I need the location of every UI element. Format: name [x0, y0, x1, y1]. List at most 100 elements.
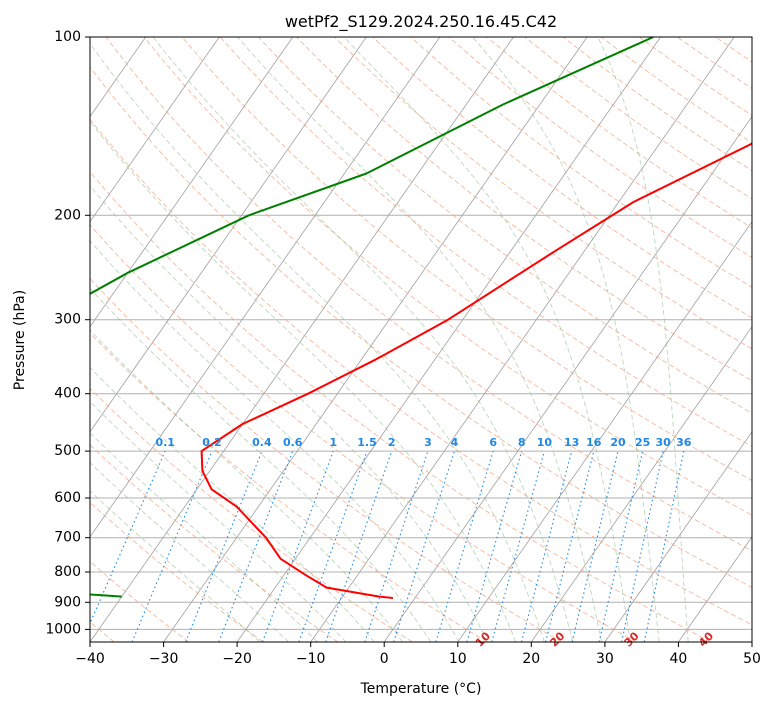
mixing-ratio-line [90, 450, 166, 625]
moist-adiabat-line [90, 185, 488, 642]
y-tick-label: 500 [54, 443, 81, 459]
isotherm-line [90, 37, 294, 328]
moist-adiabat-line [90, 120, 517, 642]
mixing-ratio-label: 20 [610, 436, 626, 449]
y-axis-label: Pressure (hPa) [12, 290, 28, 390]
dry-adiabat-line [219, 37, 752, 447]
mixing-ratio-label: 0.2 [202, 436, 222, 449]
x-tick-label: 0 [380, 651, 389, 667]
isotherm-line [604, 431, 752, 642]
x-tick-label: −20 [222, 651, 252, 667]
mixing-ratio-line [491, 450, 545, 642]
dry-adiabat-line [181, 37, 752, 481]
isotherm-line [383, 115, 752, 642]
background-lines [0, 37, 775, 642]
mixing-ratio-label: 30 [655, 436, 671, 449]
mixing-ratio-label: 10 [537, 436, 553, 449]
x-tick-label: 10 [449, 651, 467, 667]
moist-adiabat-line [90, 287, 432, 642]
y-tick-label: 200 [54, 207, 81, 223]
moist-adiabat-line [90, 240, 460, 642]
pressure-gridlines [90, 36, 752, 630]
moist-adiabat-line [472, 37, 660, 642]
y-axis-ticks: 100 200 300 400 500 600 700 800 900 1000 [45, 29, 90, 637]
moist-adiabat-line [343, 37, 631, 642]
dry-adiabat-label: 30 [622, 629, 642, 649]
dry-adiabat-line [486, 37, 752, 229]
dry-adiabat-line [90, 387, 413, 642]
mixing-ratio-label: 8 [518, 436, 526, 449]
dry-adiabat-line [410, 37, 752, 288]
x-tick-label: −40 [75, 651, 105, 667]
dry-adiabat-label: 40 [696, 629, 716, 649]
x-axis-label: Temperature (°C) [360, 681, 482, 697]
dry-adiabat-line [754, 37, 775, 642]
dry-adiabat-line [90, 560, 189, 642]
dry-adiabat-line [90, 332, 488, 642]
isotherm-line [0, 37, 72, 642]
mixing-ratio-label: 4 [451, 436, 459, 449]
mixing-ratio-label: 2 [388, 436, 396, 449]
dry-adiabat-line [90, 171, 712, 642]
moist-adiabat-line [90, 432, 318, 642]
mixing-ratio-label: 0.6 [283, 436, 303, 449]
chart-title: wetPf2_S129.2024.250.16.45.C42 [285, 12, 557, 32]
dry-adiabat-label: 10 [473, 629, 493, 649]
y-tick-label: 300 [54, 312, 81, 328]
dry-adiabat-line [448, 37, 752, 258]
mixing-ratio-line [598, 450, 644, 642]
isotherm-line [90, 37, 441, 538]
x-tick-label: 50 [743, 651, 761, 667]
dry-adiabat-line [257, 37, 752, 414]
dry-adiabat-line [90, 444, 339, 642]
y-tick-label: 600 [54, 490, 81, 506]
dry-adiabat-line [334, 37, 752, 350]
dry-adiabat-line [296, 37, 752, 382]
mixing-ratio-label: 13 [564, 436, 579, 449]
dry-adiabat-line [90, 277, 562, 642]
isotherm-line [310, 37, 735, 642]
isotherm-lines [0, 37, 752, 642]
moist-adiabat-line [90, 400, 347, 642]
mixing-ratio-line [621, 450, 664, 642]
mixing-ratio-label: 0.1 [155, 436, 175, 449]
mixing-ratio-label: 6 [489, 436, 497, 449]
mixing-ratio-line [393, 450, 455, 642]
mixing-ratio-line [218, 450, 294, 642]
dry-adiabat-line [600, 37, 752, 144]
dry-adiabat-line [639, 37, 752, 116]
mixing-ratio-label: 36 [676, 436, 692, 449]
moist-adiabat-line [90, 462, 290, 642]
isotherm-line [90, 37, 367, 433]
dry-adiabat-line [715, 37, 752, 63]
moist-adiabat-line [152, 37, 574, 642]
mixing-ratio-label: 0.4 [252, 436, 272, 449]
x-tick-label: −10 [296, 651, 326, 667]
mixing-ratio-label: 1 [329, 436, 337, 449]
mixing-ratio-line [520, 450, 573, 642]
moist-adiabat-line [90, 366, 375, 642]
moist-adiabat-line [237, 37, 603, 642]
x-tick-label: −30 [149, 651, 179, 667]
mixing-ratio-label: 3 [424, 436, 432, 449]
dry-adiabat-line [90, 118, 752, 626]
y-tick-label: 900 [54, 594, 81, 610]
y-tick-label: 100 [54, 29, 81, 45]
mixing-ratio-label: 25 [635, 436, 650, 449]
isotherm-line [90, 37, 220, 223]
moist-adiabat-line [90, 42, 545, 642]
plot-frame [89, 36, 753, 643]
isotherm-line [236, 37, 661, 642]
dry-adiabat-line [372, 37, 752, 319]
isotherm-line [90, 37, 514, 642]
dry-adiabat-line [90, 66, 752, 588]
isotherm-line [163, 37, 588, 642]
temperature-profile [200, 142, 752, 599]
y-tick-label: 700 [54, 530, 81, 546]
mixing-ratio-line [466, 450, 523, 642]
y-tick-label: 1000 [45, 621, 81, 637]
mixing-ratio-line [185, 450, 263, 642]
isotherm-line [457, 221, 752, 642]
dewpoint-profile [90, 37, 654, 598]
